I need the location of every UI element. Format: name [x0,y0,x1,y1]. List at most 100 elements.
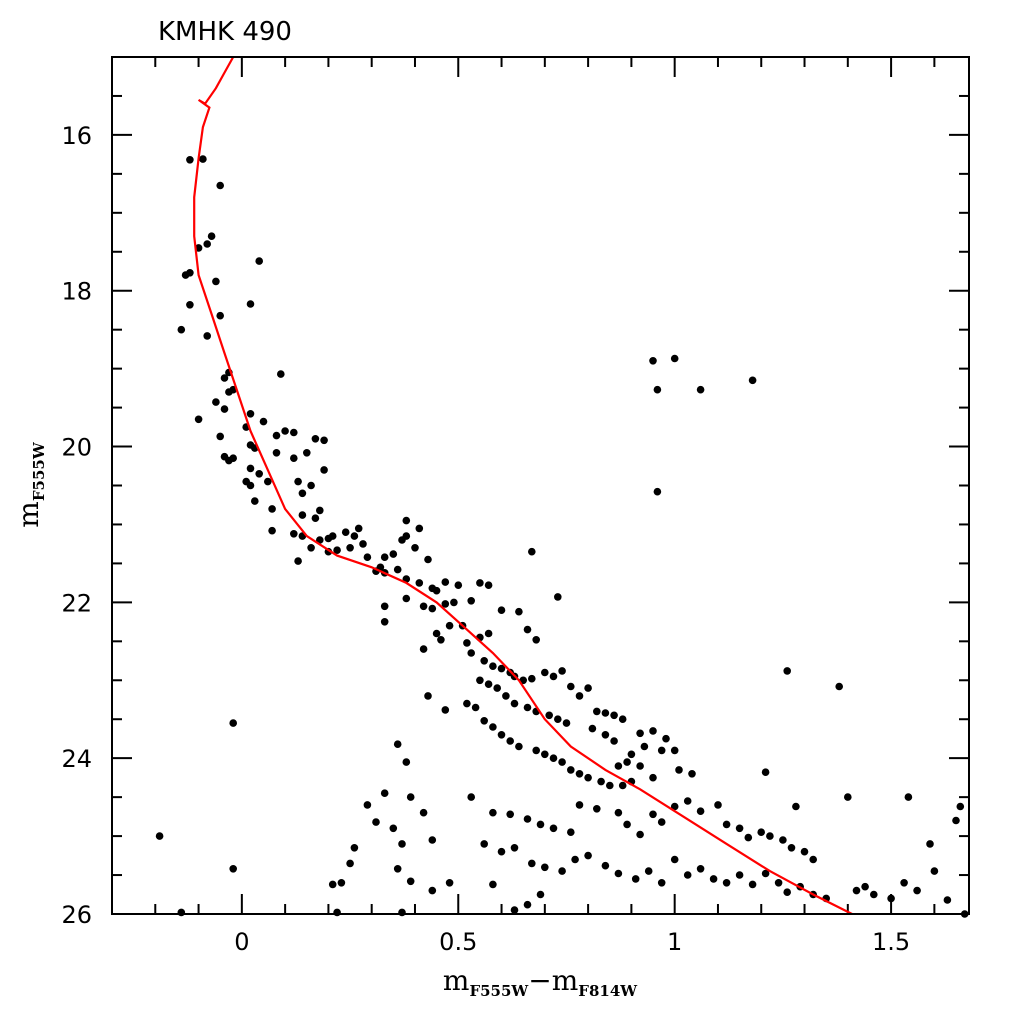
star-point [779,836,787,844]
star-point [484,581,493,589]
star-point [246,300,255,308]
star-point [450,598,458,607]
star-point [575,801,584,809]
star-point [562,719,571,727]
y-tick-label: 24 [61,745,92,773]
star-point [194,415,203,424]
star-point [761,869,770,878]
star-point [246,464,255,473]
x-tick-label: 1 [667,928,682,956]
star-point [225,456,233,465]
star-point [636,830,644,839]
star-point [480,717,489,725]
star-point [787,844,796,852]
star-point [696,865,705,873]
star-point [657,879,666,887]
star-point [688,770,696,778]
star-point [640,742,649,751]
star-point [363,801,372,809]
star-point [670,802,679,811]
axis-ticks [111,56,969,915]
star-point [255,257,263,265]
star-point [584,773,592,782]
star-point [316,506,324,515]
star-point [380,602,389,611]
star-point [380,789,389,797]
star-point [463,639,471,647]
y-tick-label: 22 [61,589,92,617]
star-point [298,511,307,519]
star-point [406,877,415,886]
star-point [523,900,532,909]
star-point [575,770,584,778]
star-point [597,777,605,786]
star-points [155,155,969,918]
star-point [220,405,229,413]
star-point [320,436,328,445]
star-point [606,781,614,790]
star-point [649,357,657,365]
x-label-sub1: F555W [469,982,529,1000]
star-point [558,758,566,766]
star-point [216,432,224,441]
star-point [320,466,328,474]
star-point [861,882,869,891]
x-tick-label: 0 [234,928,249,956]
star-point [354,524,363,533]
star-point [545,711,553,720]
star-point [852,886,861,895]
star-point [757,828,765,836]
x-label-m2: m [552,964,579,997]
star-point [216,181,224,190]
star-point [610,737,618,745]
x-tick-labels: 0 0.5 1 1.5 [234,928,910,956]
star-point [623,758,631,766]
star-point [402,516,411,525]
star-point [489,880,497,889]
star-point [476,579,484,587]
star-point [402,532,411,540]
star-point [246,481,255,490]
star-point [463,699,471,708]
star-point [722,820,731,829]
star-point [774,879,783,887]
star-point [748,880,757,889]
star-point [419,602,428,611]
star-point [502,692,510,700]
star-point [203,240,211,248]
star-point [696,385,705,394]
star-point [328,532,337,540]
x-label-m1: m [443,964,470,997]
star-point [307,544,315,552]
star-point [532,746,540,755]
star-point [497,847,506,856]
x-label-sub2: F814W [578,982,638,1000]
star-point [489,808,497,817]
star-point [584,851,592,860]
star-point [484,629,493,638]
star-point [294,557,302,565]
star-point [593,805,601,813]
star-point [558,867,566,875]
star-point [636,729,644,738]
y-tick-label: 20 [61,434,92,462]
star-point [549,672,558,681]
star-point [549,824,558,833]
star-point [541,863,549,872]
star-point [952,816,960,825]
star-point [402,758,411,766]
star-point [186,156,194,164]
star-point [497,664,506,673]
star-point [696,807,705,815]
star-point [536,820,545,829]
star-point [350,532,359,540]
star-point [415,524,424,533]
star-point [480,840,489,848]
star-point [670,855,679,864]
star-point [419,645,428,653]
star-point [926,840,934,848]
isochrone-line [193,56,853,915]
star-point [471,703,480,712]
star-point [402,594,411,603]
